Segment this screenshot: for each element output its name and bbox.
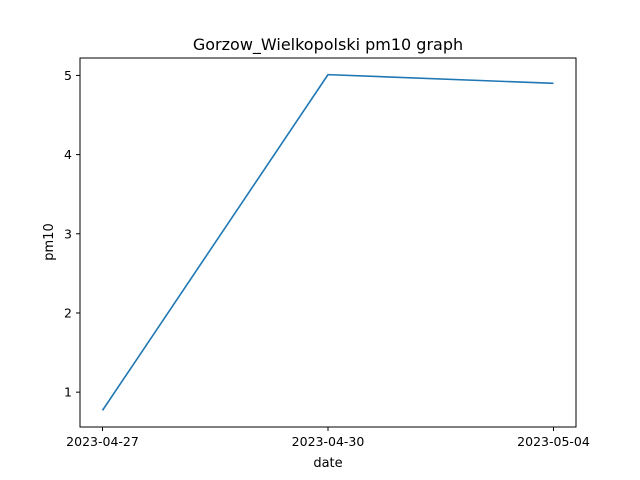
x-tick-label: 2023-04-30	[292, 434, 365, 449]
x-tick-label: 2023-04-27	[66, 434, 139, 449]
y-axis-ticks: 1 2 3 4 5	[64, 68, 80, 400]
pm10-series-line	[101, 73, 554, 411]
y-tick-label: 5	[64, 68, 72, 83]
x-tick-label: 2023-05-04	[517, 434, 590, 449]
x-axis-ticks: 2023-04-27 2023-04-30 2023-05-04	[66, 427, 590, 449]
series-layer	[101, 73, 554, 411]
y-tick-label: 3	[64, 226, 72, 241]
y-tick-label: 1	[64, 385, 72, 400]
y-tick-label: 4	[64, 147, 72, 162]
plot-area: 1 2 3 4 5 2023-04-27 2023-04-30 2023-05-04	[64, 57, 590, 449]
chart-title: Gorzow_Wielkopolski pm10 graph	[193, 35, 463, 55]
plot-frame	[79, 57, 577, 428]
x-axis-label: date	[313, 456, 342, 471]
y-axis-label: pm10	[42, 223, 57, 260]
y-tick-label: 2	[64, 305, 72, 320]
